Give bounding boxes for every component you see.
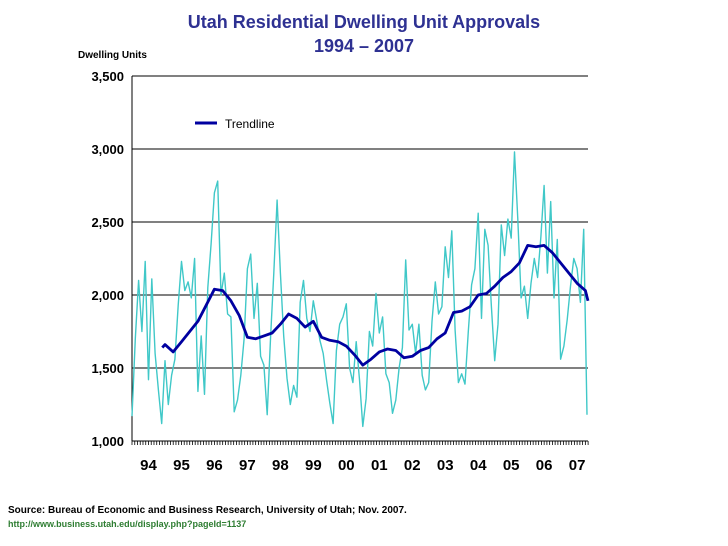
y-tick-label: 3,500 (91, 69, 124, 84)
series-line-monthly-approvals (131, 151, 588, 428)
x-tick-label: 05 (503, 457, 520, 474)
x-tick-label: 00 (338, 457, 355, 474)
x-tick-label: 94 (140, 457, 157, 474)
legend-label-trendline: Trendline (225, 117, 275, 131)
chart-subtitle: 1994 – 2007 (313, 36, 415, 56)
x-tick-label: 02 (404, 457, 421, 474)
x-tick-label: 04 (470, 457, 487, 474)
x-tick-label: 97 (239, 457, 256, 474)
x-tick-label: 98 (272, 457, 289, 474)
y-tick-label: 3,000 (91, 142, 124, 157)
x-tick-label: 07 (569, 457, 586, 474)
x-tick-label: 96 (206, 457, 223, 474)
y-axis-label: Dwelling Units (78, 50, 147, 61)
chart-title: Utah Residential Dwelling Unit Approvals (187, 12, 541, 32)
x-tick-label: 01 (371, 457, 388, 474)
x-tick-label: 95 (173, 457, 190, 474)
series-line-trendline (161, 243, 590, 367)
x-tick-label: 03 (437, 457, 454, 474)
y-tick-label: 1,000 (91, 434, 124, 449)
x-tick-label: 06 (536, 457, 553, 474)
source-note: Source: Bureau of Economic and Business … (8, 505, 407, 516)
chart-title-block: Utah Residential Dwelling Unit Approvals… (0, 10, 728, 58)
source-url[interactable]: http://www.business.utah.edu/display.php… (8, 519, 247, 529)
y-tick-label: 2,000 (91, 288, 124, 303)
y-tick-label: 2,500 (91, 215, 124, 230)
y-tick-label: 1,500 (91, 361, 124, 376)
x-tick-label: 99 (305, 457, 322, 474)
